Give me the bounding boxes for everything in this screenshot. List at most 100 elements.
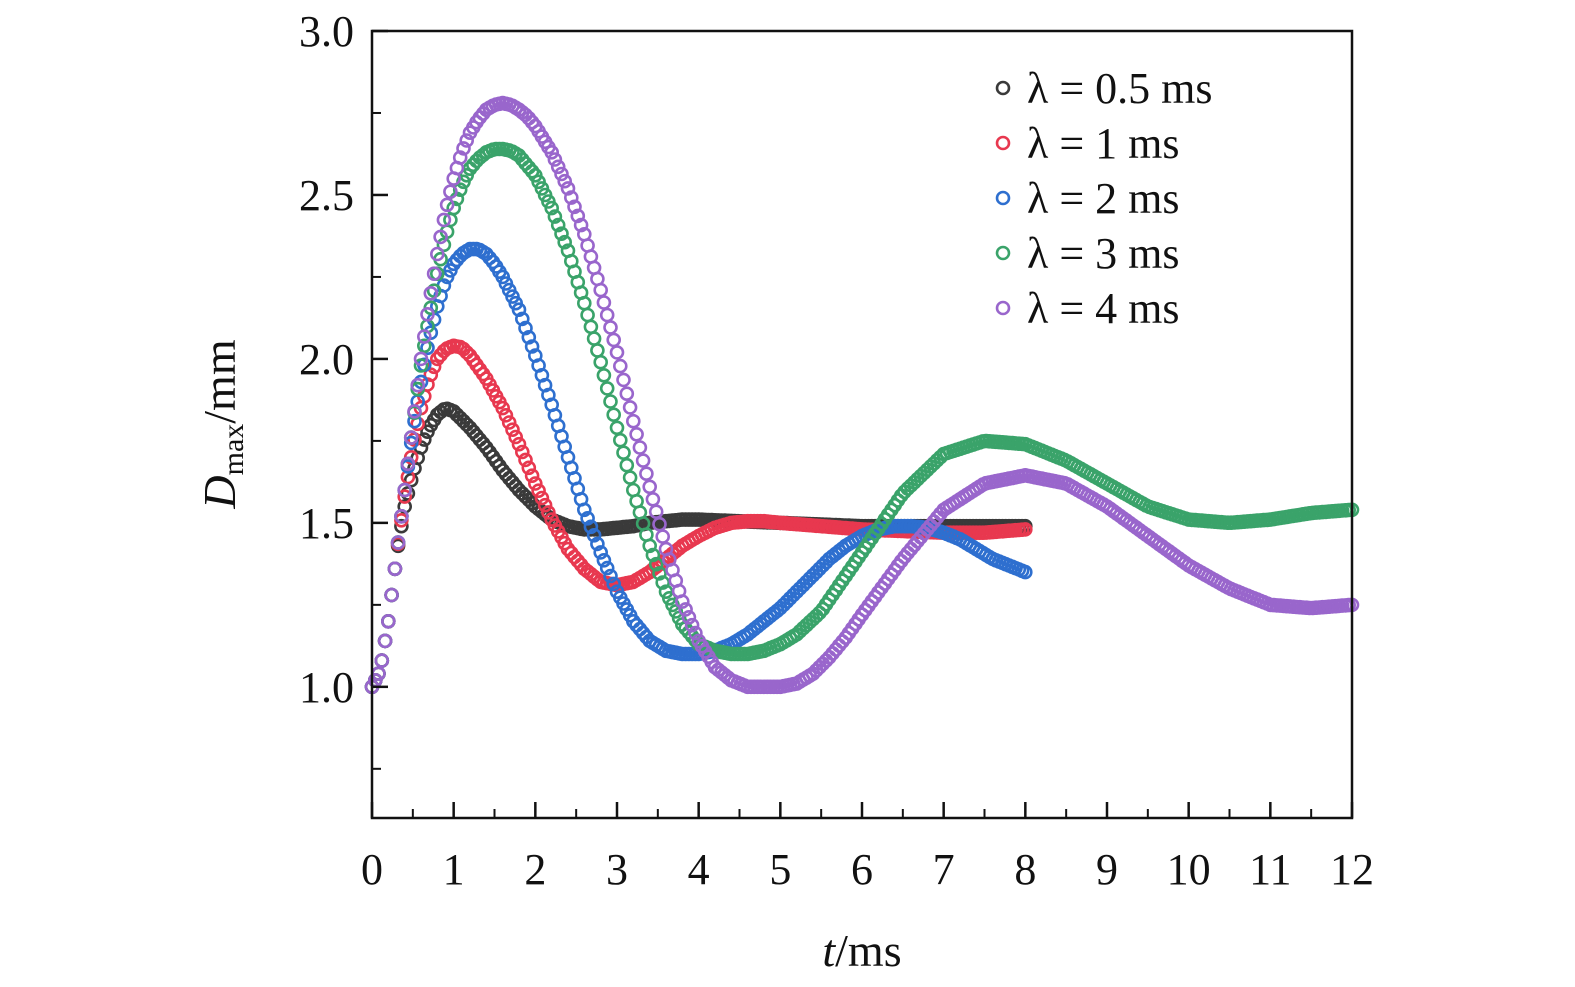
x-tick-label: 12 [1330, 845, 1374, 894]
data-point [518, 452, 533, 468]
data-point [583, 519, 599, 535]
data-point [541, 505, 556, 520]
data-point [616, 372, 631, 388]
data-point [433, 229, 448, 245]
ticks-layer: 0 1 2 3 4 5 6 7 8 9 10 11 121.01.52.02.53.0 [299, 7, 1374, 894]
data-point [603, 320, 618, 335]
x-tick-label: 3 [606, 845, 628, 894]
data-point [593, 354, 609, 370]
legend-item: λ = 0.5 ms [995, 64, 1213, 113]
y-tick-label: 3.0 [299, 7, 354, 56]
data-point [397, 482, 413, 498]
data-point [596, 367, 612, 383]
data-point [1018, 564, 1033, 580]
data-point [420, 306, 435, 322]
data-point [596, 552, 612, 568]
data-point [429, 246, 445, 262]
y-tick-label: 1.0 [299, 663, 354, 712]
data-point [397, 489, 413, 504]
data-point [524, 339, 540, 354]
data-point [557, 234, 573, 250]
data-point [593, 282, 609, 298]
data-point [524, 468, 540, 484]
data-point [560, 181, 576, 196]
data-point [410, 377, 426, 393]
data-point [655, 575, 671, 590]
legend-marker [995, 190, 1011, 206]
legend-item: λ = 1 ms [995, 119, 1180, 168]
legend-item: λ = 3 ms [995, 229, 1180, 278]
data-point [511, 436, 527, 452]
data-point [544, 200, 560, 216]
data-point [547, 152, 563, 167]
data-point [452, 182, 468, 197]
data-point [550, 159, 566, 175]
x-tick-label: 0 [361, 845, 383, 894]
x-axis-label: t/ms [822, 925, 901, 976]
data-point [563, 190, 579, 205]
data-point [413, 351, 429, 367]
data-point [586, 331, 602, 346]
data-point [403, 430, 419, 445]
data-point [635, 453, 651, 468]
series-4 [364, 141, 1360, 695]
y-tick-label: 2.0 [299, 335, 354, 384]
data-point [622, 470, 638, 485]
data-point [416, 338, 432, 354]
data-point [678, 602, 693, 617]
data-point [684, 617, 700, 633]
data-point [407, 413, 422, 429]
data-point [374, 653, 390, 668]
data-point [521, 460, 537, 476]
data-point [639, 466, 654, 482]
x-tick-label: 5 [769, 845, 791, 894]
data-point [599, 307, 615, 323]
data-point [534, 490, 550, 506]
data-point [586, 527, 602, 543]
data-point [377, 633, 393, 649]
data-point [400, 486, 416, 501]
data-point [645, 547, 661, 563]
data-point [390, 535, 406, 550]
data-point [498, 407, 514, 423]
data-point [531, 483, 546, 499]
legend-marker [995, 135, 1011, 151]
data-point [606, 407, 622, 423]
y-axis-label: Dmax/mm [194, 339, 250, 509]
data-point [508, 429, 524, 445]
data-point [570, 208, 586, 224]
x-tick-label: 4 [688, 845, 710, 894]
data-point [394, 518, 409, 534]
data-point [609, 420, 625, 436]
data-point [648, 556, 664, 572]
data-point [593, 545, 609, 560]
data-point [583, 319, 599, 335]
x-tick-label: 8 [1014, 845, 1036, 894]
x-tick-label: 7 [933, 845, 955, 894]
data-point [518, 320, 533, 336]
data-point [537, 497, 553, 513]
legend-label: λ = 1 ms [1027, 119, 1180, 168]
data-point [527, 476, 543, 491]
data-point [632, 440, 648, 455]
data-point [580, 307, 595, 323]
data-point [688, 625, 703, 641]
data-point [456, 141, 471, 156]
data-point [557, 173, 573, 189]
data-point [380, 613, 396, 629]
data-point [387, 561, 403, 577]
x-tick-label: 6 [851, 845, 873, 894]
data-point [511, 302, 527, 318]
data-point [652, 566, 667, 581]
data-point [521, 329, 537, 345]
data-point [596, 295, 612, 310]
data-point [655, 529, 671, 544]
data-point [514, 444, 530, 460]
data-point [436, 212, 452, 228]
x-tick-label: 11 [1249, 845, 1291, 894]
data-point [423, 285, 439, 301]
data-point [612, 358, 628, 374]
legend-label: λ = 3 ms [1027, 229, 1180, 278]
legend: λ = 0.5 ms λ = 1 ms λ = 2 ms λ = 3 ms λ = 4 … [995, 64, 1213, 333]
